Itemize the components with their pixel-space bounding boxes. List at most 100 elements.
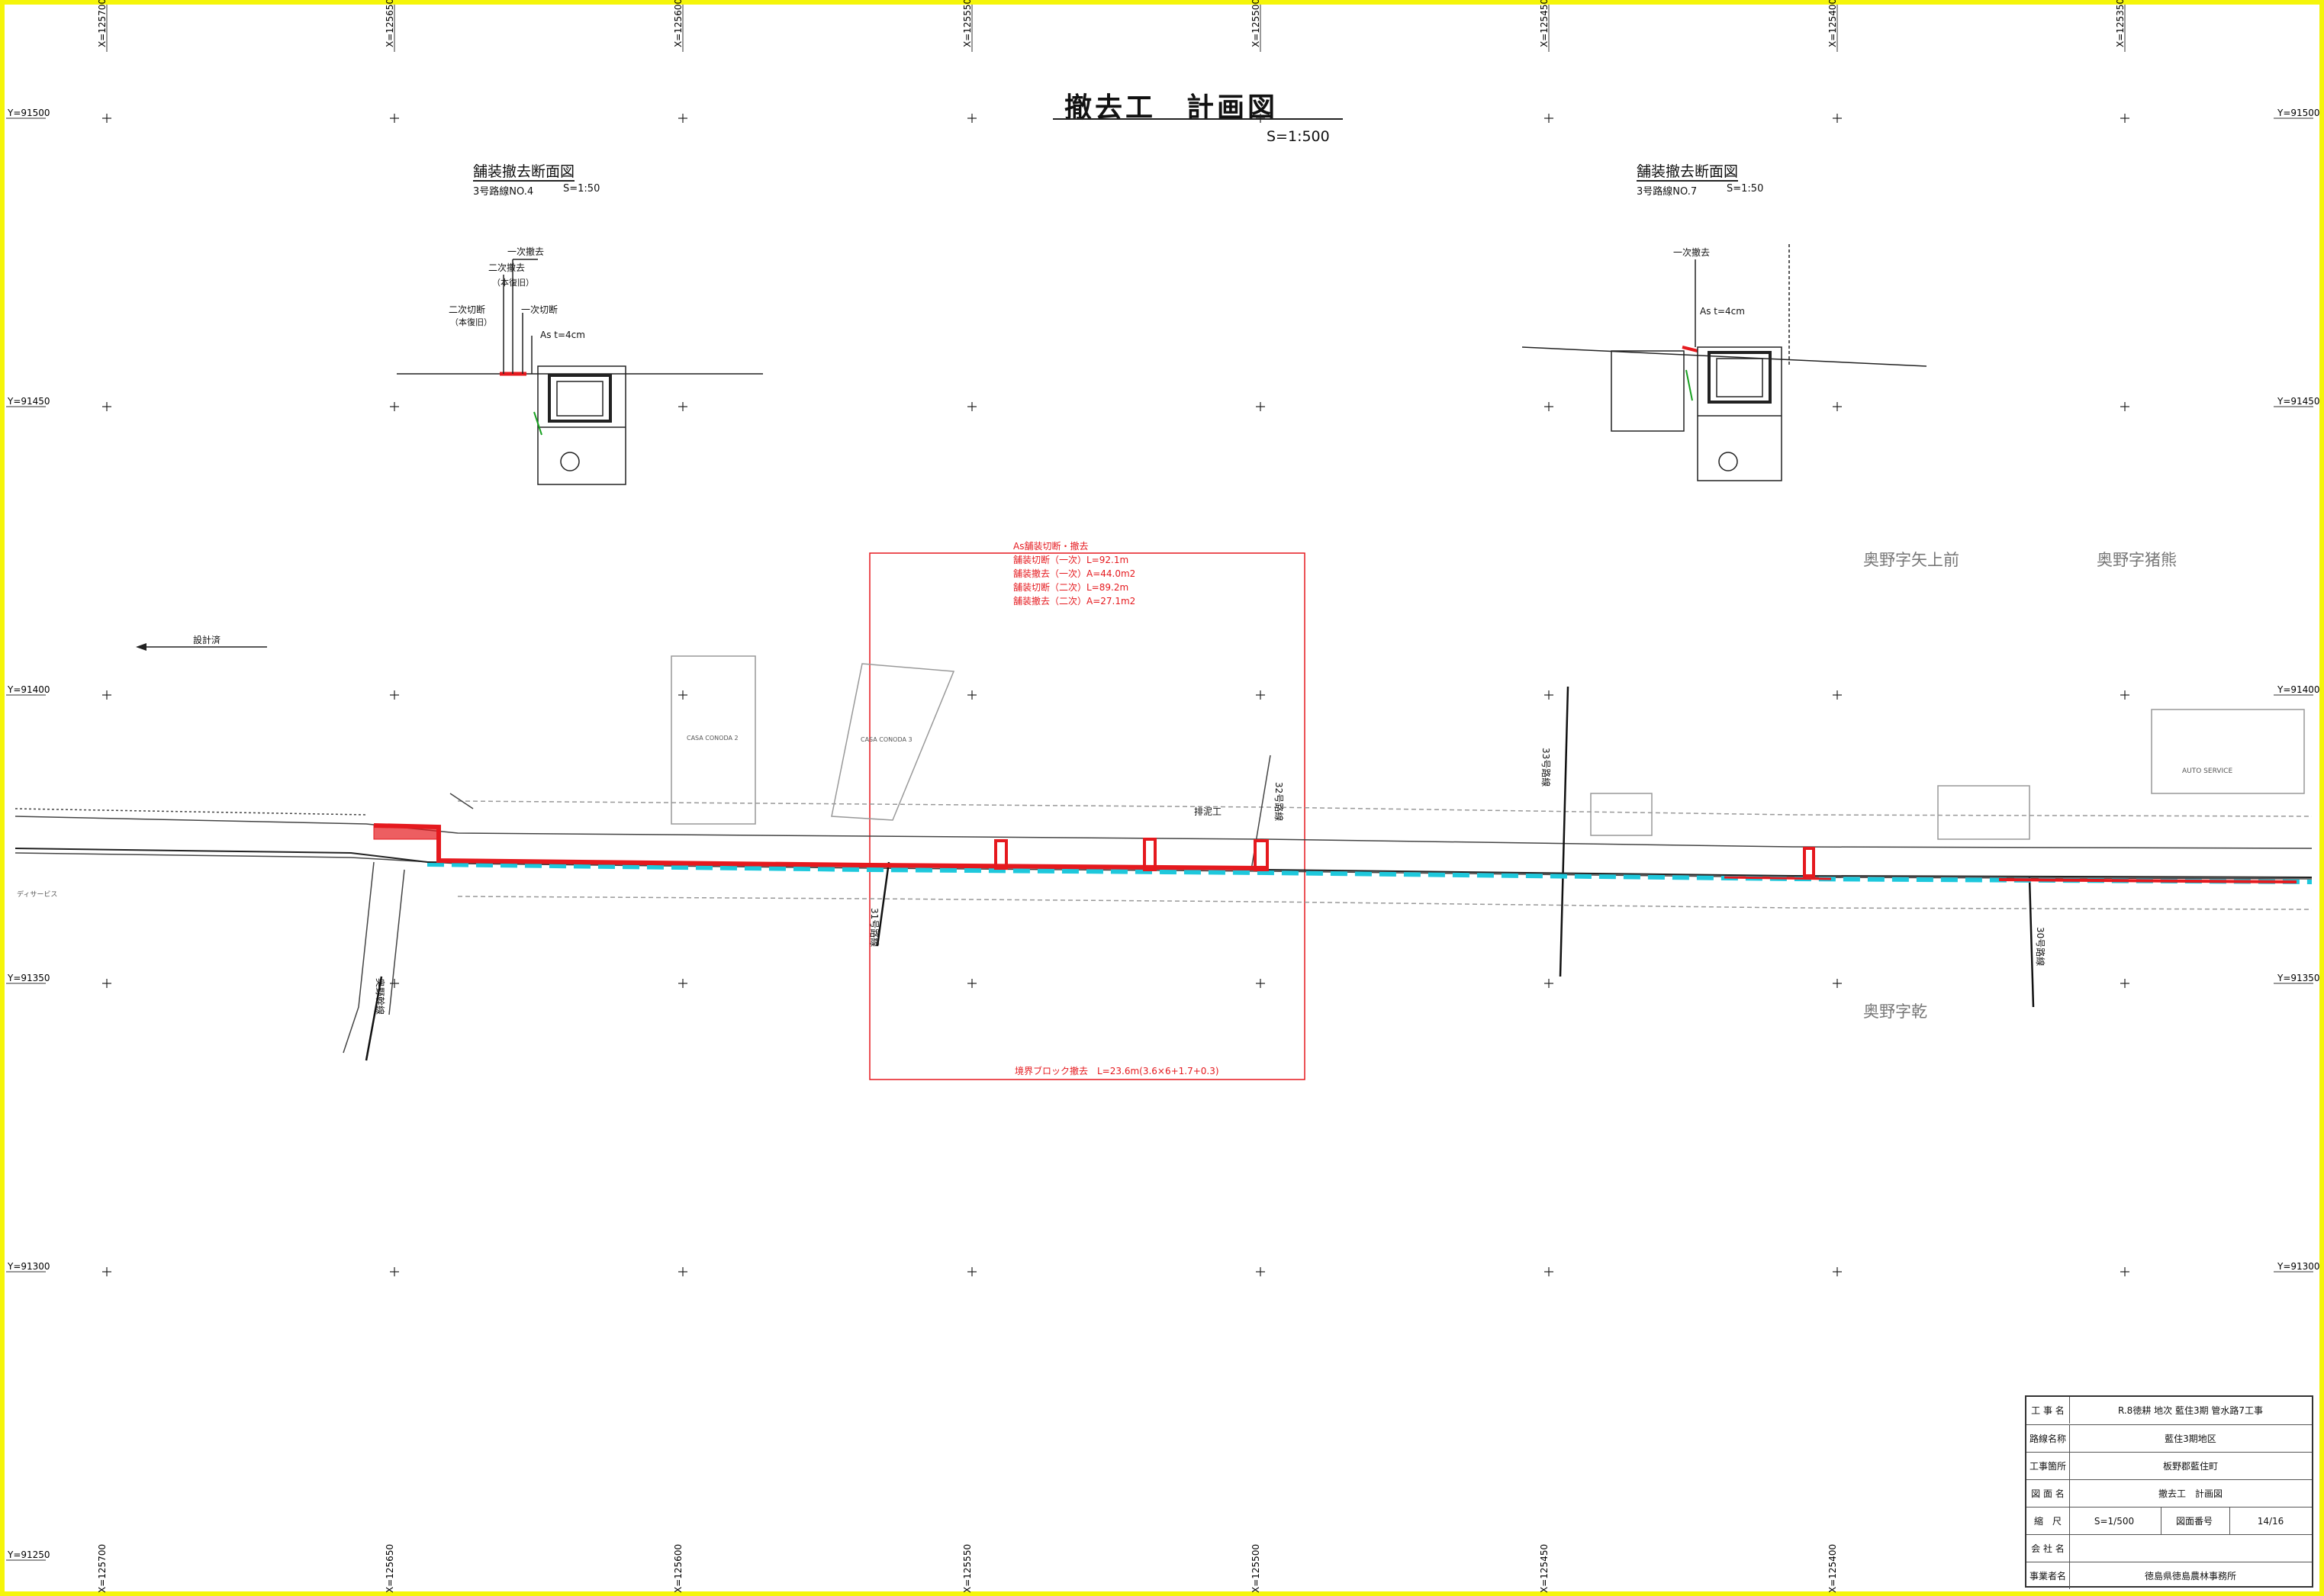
x-label-bottom: X=125700 [97, 1544, 108, 1593]
building-label: CASA CONODA 2 [687, 735, 739, 742]
building-label: AUTO SERVICE [2182, 767, 2232, 775]
building [1590, 793, 1653, 836]
place-name-3: 奥野字乾 [1863, 1002, 1927, 1021]
existing-work-label: 排泥工 [1194, 806, 1222, 817]
design-done-arrow: 設計済 [136, 634, 267, 651]
route-main-label: 奥野幹線 [375, 978, 386, 1015]
title-underline [1053, 118, 1343, 120]
section1-label: 一次撤去 [507, 246, 544, 257]
manhole-box [548, 374, 612, 423]
tb-value: S=1/500 [2094, 1515, 2135, 1527]
x-label: X=125600 [673, 0, 684, 47]
removal-patch [1803, 847, 1815, 877]
title-block-row: 会 社 名 [2026, 1534, 2312, 1562]
title-block-row: 図 面 名 撤去工 計画図 [2026, 1479, 2312, 1507]
x-label: X=125550 [962, 0, 973, 47]
pipe-circle [560, 452, 580, 471]
callout-line: 舗装切断（一次）L=92.1m [1013, 554, 1128, 565]
title-block-row: 工 事 名 R.8徳耕 地次 藍住3期 管水路7工事 [2026, 1397, 2312, 1424]
route-31-label: 31号路線 [869, 908, 880, 947]
x-tick-lines [6, 5, 2313, 1561]
slope-line [533, 411, 542, 436]
tb-label: 事業者名 [2026, 1562, 2070, 1589]
removal-line [1724, 876, 1832, 880]
building-label: CASA CONODA 3 [861, 736, 913, 743]
manhole-body [1697, 346, 1782, 481]
title-block-row: 事業者名 徳島県徳島農林事務所 [2026, 1562, 2312, 1589]
x-label: X=125350 [2115, 0, 2126, 47]
x-label: X=125450 [1539, 0, 1550, 47]
manhole-body [537, 365, 626, 485]
removal-area [373, 825, 439, 840]
route-32-label: 32号路線 [1273, 782, 1285, 821]
design-done-label: 設計済 [193, 634, 220, 645]
section-sub-1: 3号路線NO.4 [473, 186, 534, 198]
section1-label: 一次切断 [521, 304, 558, 315]
box-left [1611, 350, 1685, 432]
removal-patch [1254, 839, 1269, 871]
route-33-label: 33号路線 [1540, 748, 1552, 787]
section-title-1: 舗装撤去断面図 [473, 160, 575, 182]
lot-line [457, 896, 2313, 910]
building-casa-1 [671, 655, 756, 825]
section1-label: （本復旧） [492, 277, 534, 288]
cross-section-2: 一次撤去 As t=4cm [1521, 244, 1927, 481]
removal-mark [1682, 346, 1698, 352]
y-label: Y=91300 [7, 1261, 50, 1272]
plan-labels: 排泥工 32号路線 33号路線 31号路線 30号路線 奥野幹線 CASA CO… [17, 735, 2232, 1015]
manhole-box [1708, 351, 1772, 404]
callout-frame [869, 552, 1305, 1080]
route-30-label: 30号路線 [2035, 927, 2046, 966]
x-label: X=125400 [1827, 0, 1838, 47]
building-auto [2151, 709, 2305, 794]
pipe-circle [1718, 452, 1738, 471]
removal-line [1998, 878, 2297, 883]
x-label: X=125500 [1251, 0, 1261, 47]
x-label-bottom: X=125500 [1251, 1544, 1261, 1593]
section2-label: 一次撤去 [1673, 246, 1710, 258]
removal-patch [994, 839, 1008, 870]
y-label-right: Y=91450 [2277, 396, 2320, 407]
callout-line: 舗装切断（二次）L=89.2m [1013, 581, 1128, 593]
route-line-31 [876, 861, 890, 947]
x-label-bottom: X=125550 [962, 1544, 973, 1593]
y-label-right: Y=91300 [2277, 1261, 2320, 1272]
arrow-head [136, 643, 146, 651]
tb-label: 会 社 名 [2026, 1535, 2070, 1562]
pipe-line [426, 862, 2313, 884]
y-label-right: Y=91350 [2277, 973, 2320, 983]
callout-line: 舗装撤去（二次）A=27.1m2 [1013, 595, 1135, 607]
sidewalk-line [14, 808, 367, 816]
route-line-34 [2028, 877, 2035, 1008]
y-label: Y=91250 [7, 1549, 50, 1560]
section-title-1-text: 舗装撤去断面図 [473, 163, 575, 182]
y-label: Y=91450 [7, 396, 50, 407]
x-label: X=125700 [97, 0, 108, 47]
section1-label: 二次切断 [449, 304, 485, 315]
section1-label: （本復旧） [450, 317, 492, 327]
tb-label: 工 事 名 [2026, 1397, 2070, 1424]
route-line-main [365, 976, 383, 1061]
tb-value: 撤去工 計画図 [2158, 1488, 2223, 1499]
side-road-corner [449, 793, 474, 809]
section1-label: 二次撤去 [488, 262, 525, 273]
tb-drawing-number: 14/16 [2257, 1515, 2284, 1527]
title-block-row: 縮 尺 S=1/500 図面番号 14/16 [2026, 1507, 2312, 1534]
building-casa-2 [831, 663, 955, 821]
section2-label: As t=4cm [1700, 306, 1745, 317]
x-label: X=125650 [385, 0, 395, 47]
removal-areas [373, 823, 2297, 883]
coordinate-crosses [102, 114, 2129, 1276]
title-block-row: 工事箇所 板野郡藍住町 [2026, 1452, 2312, 1479]
section-title-2-text: 舗装撤去断面図 [1637, 163, 1739, 182]
manhole-inner [556, 381, 604, 417]
callout-bottom-note: 境界ブロック撤去 L=23.6m(3.6×6+1.7+0.3) [1015, 1065, 1219, 1076]
title-block-row: 路線名称 藍住3期地区 [2026, 1424, 2312, 1452]
tb-value: 徳島県徳島農林事務所 [2144, 1571, 2236, 1582]
removal-line [373, 823, 1267, 870]
route-line-33 [1559, 686, 1569, 977]
place-name-1: 奥野字矢上前 [1863, 551, 1959, 569]
